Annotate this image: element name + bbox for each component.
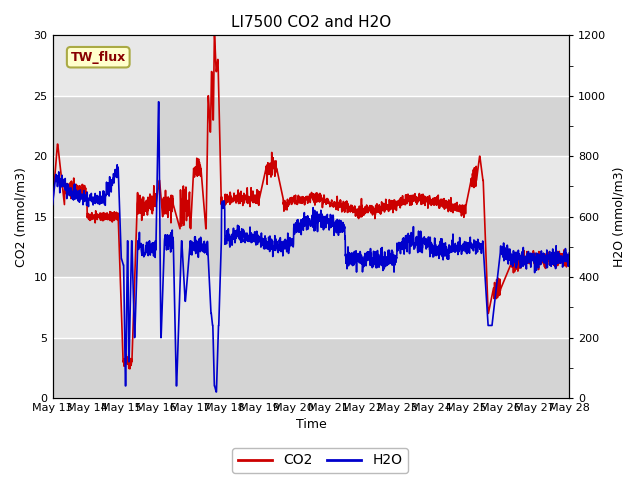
Bar — [52, 36, 570, 96]
Y-axis label: CO2 (mmol/m3): CO2 (mmol/m3) — [15, 167, 28, 266]
Y-axis label: H2O (mmol/m3): H2O (mmol/m3) — [612, 167, 625, 267]
Bar — [52, 337, 570, 398]
Legend: CO2, H2O: CO2, H2O — [232, 448, 408, 473]
X-axis label: Time: Time — [296, 419, 326, 432]
Bar — [52, 156, 570, 216]
Text: TW_flux: TW_flux — [70, 51, 126, 64]
Title: LI7500 CO2 and H2O: LI7500 CO2 and H2O — [231, 15, 391, 30]
Bar — [52, 216, 570, 277]
Bar — [52, 277, 570, 337]
Bar — [52, 96, 570, 156]
